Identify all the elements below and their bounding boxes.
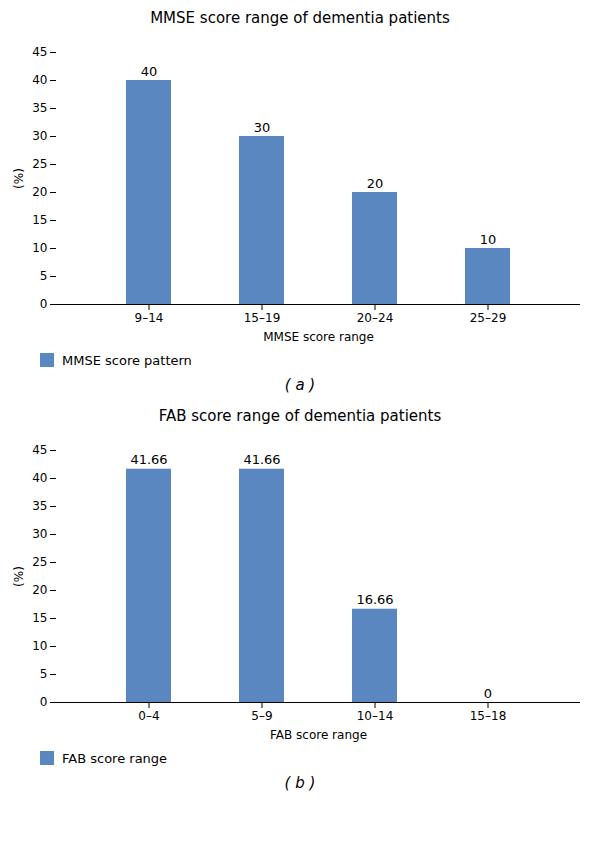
svg-text:(%): (%) (12, 566, 26, 587)
html-text:FAB score range: FAB score range (62, 750, 168, 766)
svg-text:10: 10 (480, 232, 497, 247)
svg-text:20: 20 (32, 185, 47, 199)
svg-text:41.66: 41.66 (243, 452, 280, 467)
svg-text:15–19: 15–19 (244, 311, 281, 325)
svg-text:16.66: 16.66 (356, 592, 393, 607)
svg-text:25–29: 25–29 (470, 311, 507, 325)
svg-text:15–18: 15–18 (470, 709, 507, 723)
svg-text:5: 5 (40, 269, 48, 283)
svg-text:20: 20 (32, 583, 47, 597)
svg-text:15: 15 (32, 213, 47, 227)
svg-text:30: 30 (254, 120, 271, 135)
svg-text:45: 45 (32, 443, 47, 457)
svg-text:5–9: 5–9 (251, 709, 272, 723)
svg-text:40: 40 (141, 64, 158, 79)
svg-text:20: 20 (367, 176, 384, 191)
html-text:FAB score range of dementia pa: FAB score range of dementia patients (158, 407, 442, 425)
svg-text:MMSE score range: MMSE score range (263, 330, 374, 344)
svg-text:FAB score range: FAB score range (270, 728, 367, 742)
svg-text:45: 45 (32, 45, 47, 59)
svg-text:15: 15 (32, 611, 47, 625)
svg-text:25: 25 (32, 157, 47, 171)
svg-text:0–4: 0–4 (138, 709, 159, 723)
svg-text:40: 40 (32, 471, 47, 485)
svg-text:9–14: 9–14 (135, 311, 164, 325)
svg-text:10–14: 10–14 (357, 709, 394, 723)
svg-text:40: 40 (32, 73, 47, 87)
svg-text:30: 30 (32, 129, 47, 143)
svg-text:5: 5 (40, 667, 48, 681)
svg-text:0: 0 (40, 297, 48, 311)
html-text:( a ): ( a ) (284, 376, 316, 394)
html-text:MMSE score pattern: MMSE score pattern (62, 352, 192, 368)
svg-text:35: 35 (32, 101, 47, 115)
html-text:( b ): ( b ) (284, 774, 316, 792)
svg-text:25: 25 (32, 555, 47, 569)
svg-text:41.66: 41.66 (130, 452, 167, 467)
html-text:MMSE score range of dementia p: MMSE score range of dementia patients (150, 9, 450, 27)
svg-text:0: 0 (40, 695, 48, 709)
svg-text:10: 10 (32, 241, 47, 255)
svg-text:35: 35 (32, 499, 47, 513)
svg-text:30: 30 (32, 527, 47, 541)
svg-text:0: 0 (484, 686, 492, 701)
svg-text:10: 10 (32, 639, 47, 653)
svg-text:(%): (%) (12, 168, 26, 189)
svg-text:20–24: 20–24 (357, 311, 394, 325)
